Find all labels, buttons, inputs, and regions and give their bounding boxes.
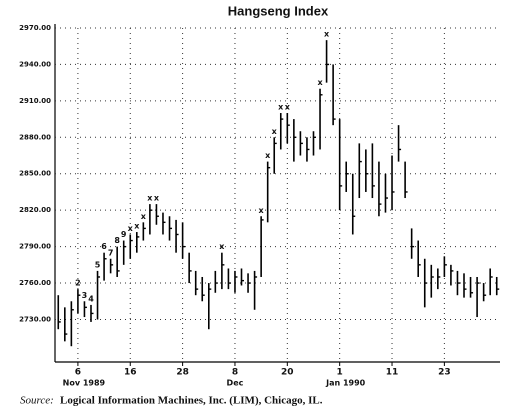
x-tick-label: 6: [75, 368, 81, 378]
y-tick-label: 2910.00: [19, 97, 51, 105]
marker-label: x: [147, 194, 153, 203]
y-tick-label: 2970.00: [19, 24, 51, 32]
marker-label: 3: [82, 291, 88, 300]
marker-label: x: [285, 103, 291, 112]
marker-label: 8: [114, 236, 120, 245]
x-tick-label: 16: [124, 368, 137, 378]
marker-label: x: [134, 222, 140, 231]
marker-label: 2: [75, 279, 81, 288]
y-tick-label: 2760.00: [19, 279, 51, 287]
source-text: Logical Information Machines, Inc. (LIM)…: [60, 395, 323, 407]
y-tick-label: 2880.00: [19, 133, 51, 141]
marker-label: 7: [108, 248, 114, 257]
month-label: Jan 1990: [325, 379, 366, 388]
marker-label: x: [324, 30, 330, 39]
x-tick-label: 28: [176, 368, 189, 378]
x-tick-label: 11: [386, 368, 399, 378]
y-tick-label: 2730.00: [19, 315, 51, 323]
marker-label: x: [317, 78, 323, 87]
marker-label: x: [272, 127, 278, 136]
y-tick-label: 2820.00: [19, 206, 51, 214]
x-tick-label: 8: [232, 368, 238, 378]
marker-label: x: [278, 103, 284, 112]
y-tick-label: 2850.00: [19, 170, 51, 178]
month-label: Dec: [227, 379, 244, 388]
chart-title: Hangseng Index: [228, 3, 329, 18]
marker-label: x: [219, 242, 225, 251]
x-tick-label: 1: [337, 368, 343, 378]
marker-label: x: [259, 206, 265, 215]
marker-label: 9: [121, 230, 127, 239]
y-tick-label: 2790.00: [19, 243, 51, 251]
marker-label: x: [265, 151, 271, 160]
marker-label: 6: [101, 242, 107, 251]
y-tick-label: 2940.00: [19, 60, 51, 68]
marker-label: x: [128, 224, 134, 233]
marker-label: 4: [88, 294, 94, 303]
x-tick-label: 20: [281, 368, 294, 378]
source-label: Source:: [20, 395, 54, 407]
month-label: Nov 1989: [63, 379, 106, 388]
marker-label: 5: [95, 260, 101, 269]
marker-label: x: [141, 212, 147, 221]
x-tick-label: 23: [438, 368, 451, 378]
marker-label: x: [154, 194, 160, 203]
